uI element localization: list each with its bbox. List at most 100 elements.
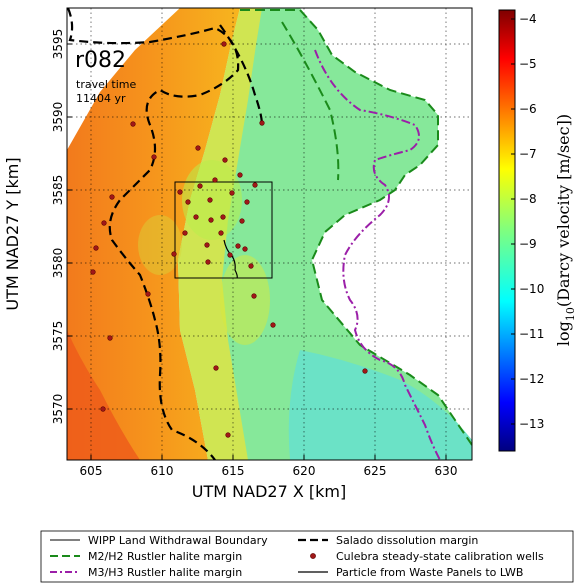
calibration-well-marker — [100, 406, 106, 412]
calibration-well-marker — [145, 291, 151, 297]
boundaries — [67, 8, 472, 460]
x-tick-label: 630 — [435, 464, 458, 478]
x-tick-label: 625 — [364, 464, 387, 478]
x-axis-label: UTM NAD27 X [km] — [192, 482, 346, 501]
grid — [67, 8, 472, 460]
colorbar-tick-label: −6 — [519, 102, 537, 116]
y-tick-label: 3595 — [51, 29, 65, 60]
wipp-boundary-box — [174, 181, 273, 279]
legend-item-salado: Salado dissolution margin — [298, 534, 478, 547]
calibration-well-marker — [185, 199, 191, 205]
legend-label: M3/H3 Rustler halite margin — [88, 566, 242, 579]
colorbar-tick-label: −5 — [519, 57, 537, 71]
calibration-well-marker — [90, 269, 96, 275]
colorbar-tick-label: −10 — [519, 282, 544, 296]
y-tick-label: 3585 — [51, 175, 65, 206]
legend-item-wipp-boundary: WIPP Land Withdrawal Boundary — [50, 534, 268, 547]
calibration-well-marker — [222, 157, 228, 163]
calibration-well-marker — [221, 41, 227, 47]
calibration-well-marker — [252, 182, 258, 188]
calibration-well-marker — [227, 252, 233, 258]
travel-time-value: 11404 yr — [76, 92, 126, 105]
colorbar — [498, 9, 516, 452]
colorbar-tick-label: −12 — [519, 372, 544, 386]
m3h3-margin-line — [314, 49, 441, 460]
calibration-well-marker — [182, 230, 188, 236]
run-id-label: r082 — [75, 48, 126, 73]
field-blotch-3 — [138, 215, 182, 275]
y-tick-label: 3570 — [51, 394, 65, 425]
colorbar-tick-label: −4 — [519, 12, 537, 26]
legend-item-wells: Culebra steady-state calibration wells — [310, 550, 544, 563]
well-markers — [90, 41, 368, 438]
y-tick-labels: 3570 3575 3580 3585 3590 3595 — [51, 29, 65, 425]
calibration-well-marker — [218, 230, 224, 236]
field-blotch-2 — [220, 255, 270, 345]
legend-label: Culebra steady-state calibration wells — [336, 550, 544, 563]
calibration-well-marker — [109, 194, 115, 200]
field-east-green — [178, 8, 472, 460]
calibration-well-marker — [235, 243, 241, 249]
colorbar-tick-label: −8 — [519, 192, 537, 206]
calibration-well-marker — [93, 245, 99, 251]
salado-margin-line — [67, 8, 264, 460]
calibration-well-marker — [251, 293, 257, 299]
calibration-well-marker — [171, 251, 177, 257]
travel-time-label: travel time — [76, 78, 136, 91]
calibration-well-marker — [208, 217, 214, 223]
calibration-well-marker — [220, 214, 226, 220]
calibration-well-marker — [205, 259, 211, 265]
calibration-well-marker — [101, 220, 107, 226]
x-tick-label: 610 — [151, 464, 174, 478]
legend-label: Salado dissolution margin — [336, 534, 478, 547]
y-tick-label: 3580 — [51, 248, 65, 279]
field-southeast-cyan — [288, 350, 472, 460]
calibration-well-marker — [107, 335, 113, 341]
calibration-well-marker — [193, 214, 199, 220]
field-west-orange — [67, 8, 240, 460]
calibration-well-marker — [197, 183, 203, 189]
legend-label: M2/H2 Rustler halite margin — [88, 550, 242, 563]
axis-ticks — [67, 43, 447, 460]
calibration-well-marker — [259, 120, 265, 126]
calibration-well-marker — [248, 263, 254, 269]
field-southwest-red — [67, 330, 140, 460]
colorbar-tick-label: −11 — [519, 327, 544, 341]
calibration-well-marker — [195, 145, 201, 151]
m2h2-margin-line — [240, 9, 472, 446]
calibration-well-marker — [229, 190, 235, 196]
calibration-well-marker — [242, 246, 248, 252]
calibration-well-marker — [244, 199, 250, 205]
legend-item-m2h2: M2/H2 Rustler halite margin — [50, 550, 242, 563]
calibration-well-marker — [212, 177, 218, 183]
legend-item-particle: Particle from Waste Panels to LWB — [298, 566, 523, 579]
colorbar-label: log10(Darcy velocity [m/sec]) — [554, 114, 577, 346]
calibration-well-marker — [207, 197, 213, 203]
x-tick-label: 620 — [293, 464, 316, 478]
y-axis-label: UTM NAD27 Y [km] — [3, 157, 22, 310]
calibration-well-marker — [237, 172, 243, 178]
colorbar-tick-label: −9 — [519, 237, 537, 251]
colorbar-ticks: −4 −5 −6 −7 −8 −9 −10 −11 −12 −13 — [511, 12, 544, 431]
particle-path-line — [223, 239, 238, 279]
calibration-well-marker — [177, 189, 183, 195]
colorbar-tick-label: −7 — [519, 147, 537, 161]
calibration-well-marker — [151, 154, 157, 160]
x-tick-label: 605 — [80, 464, 103, 478]
calibration-well-marker — [239, 218, 245, 224]
calibration-well-marker — [270, 322, 276, 328]
colorbar-tick-label: −13 — [519, 417, 544, 431]
legend: WIPP Land Withdrawal Boundary M2/H2 Rust… — [40, 530, 574, 583]
x-tick-labels: 605 610 615 620 625 630 — [80, 464, 458, 478]
calibration-well-marker — [130, 121, 136, 127]
calibration-well-marker — [204, 242, 210, 248]
calibration-well-marker — [362, 368, 368, 374]
legend-frame — [40, 530, 574, 583]
y-tick-label: 3575 — [51, 321, 65, 352]
legend-item-m3h3: M3/H3 Rustler halite margin — [50, 566, 242, 579]
y-tick-label: 3590 — [51, 102, 65, 133]
calibration-well-marker — [213, 365, 219, 371]
calibration-well-marker — [225, 432, 231, 438]
x-tick-label: 615 — [222, 464, 245, 478]
